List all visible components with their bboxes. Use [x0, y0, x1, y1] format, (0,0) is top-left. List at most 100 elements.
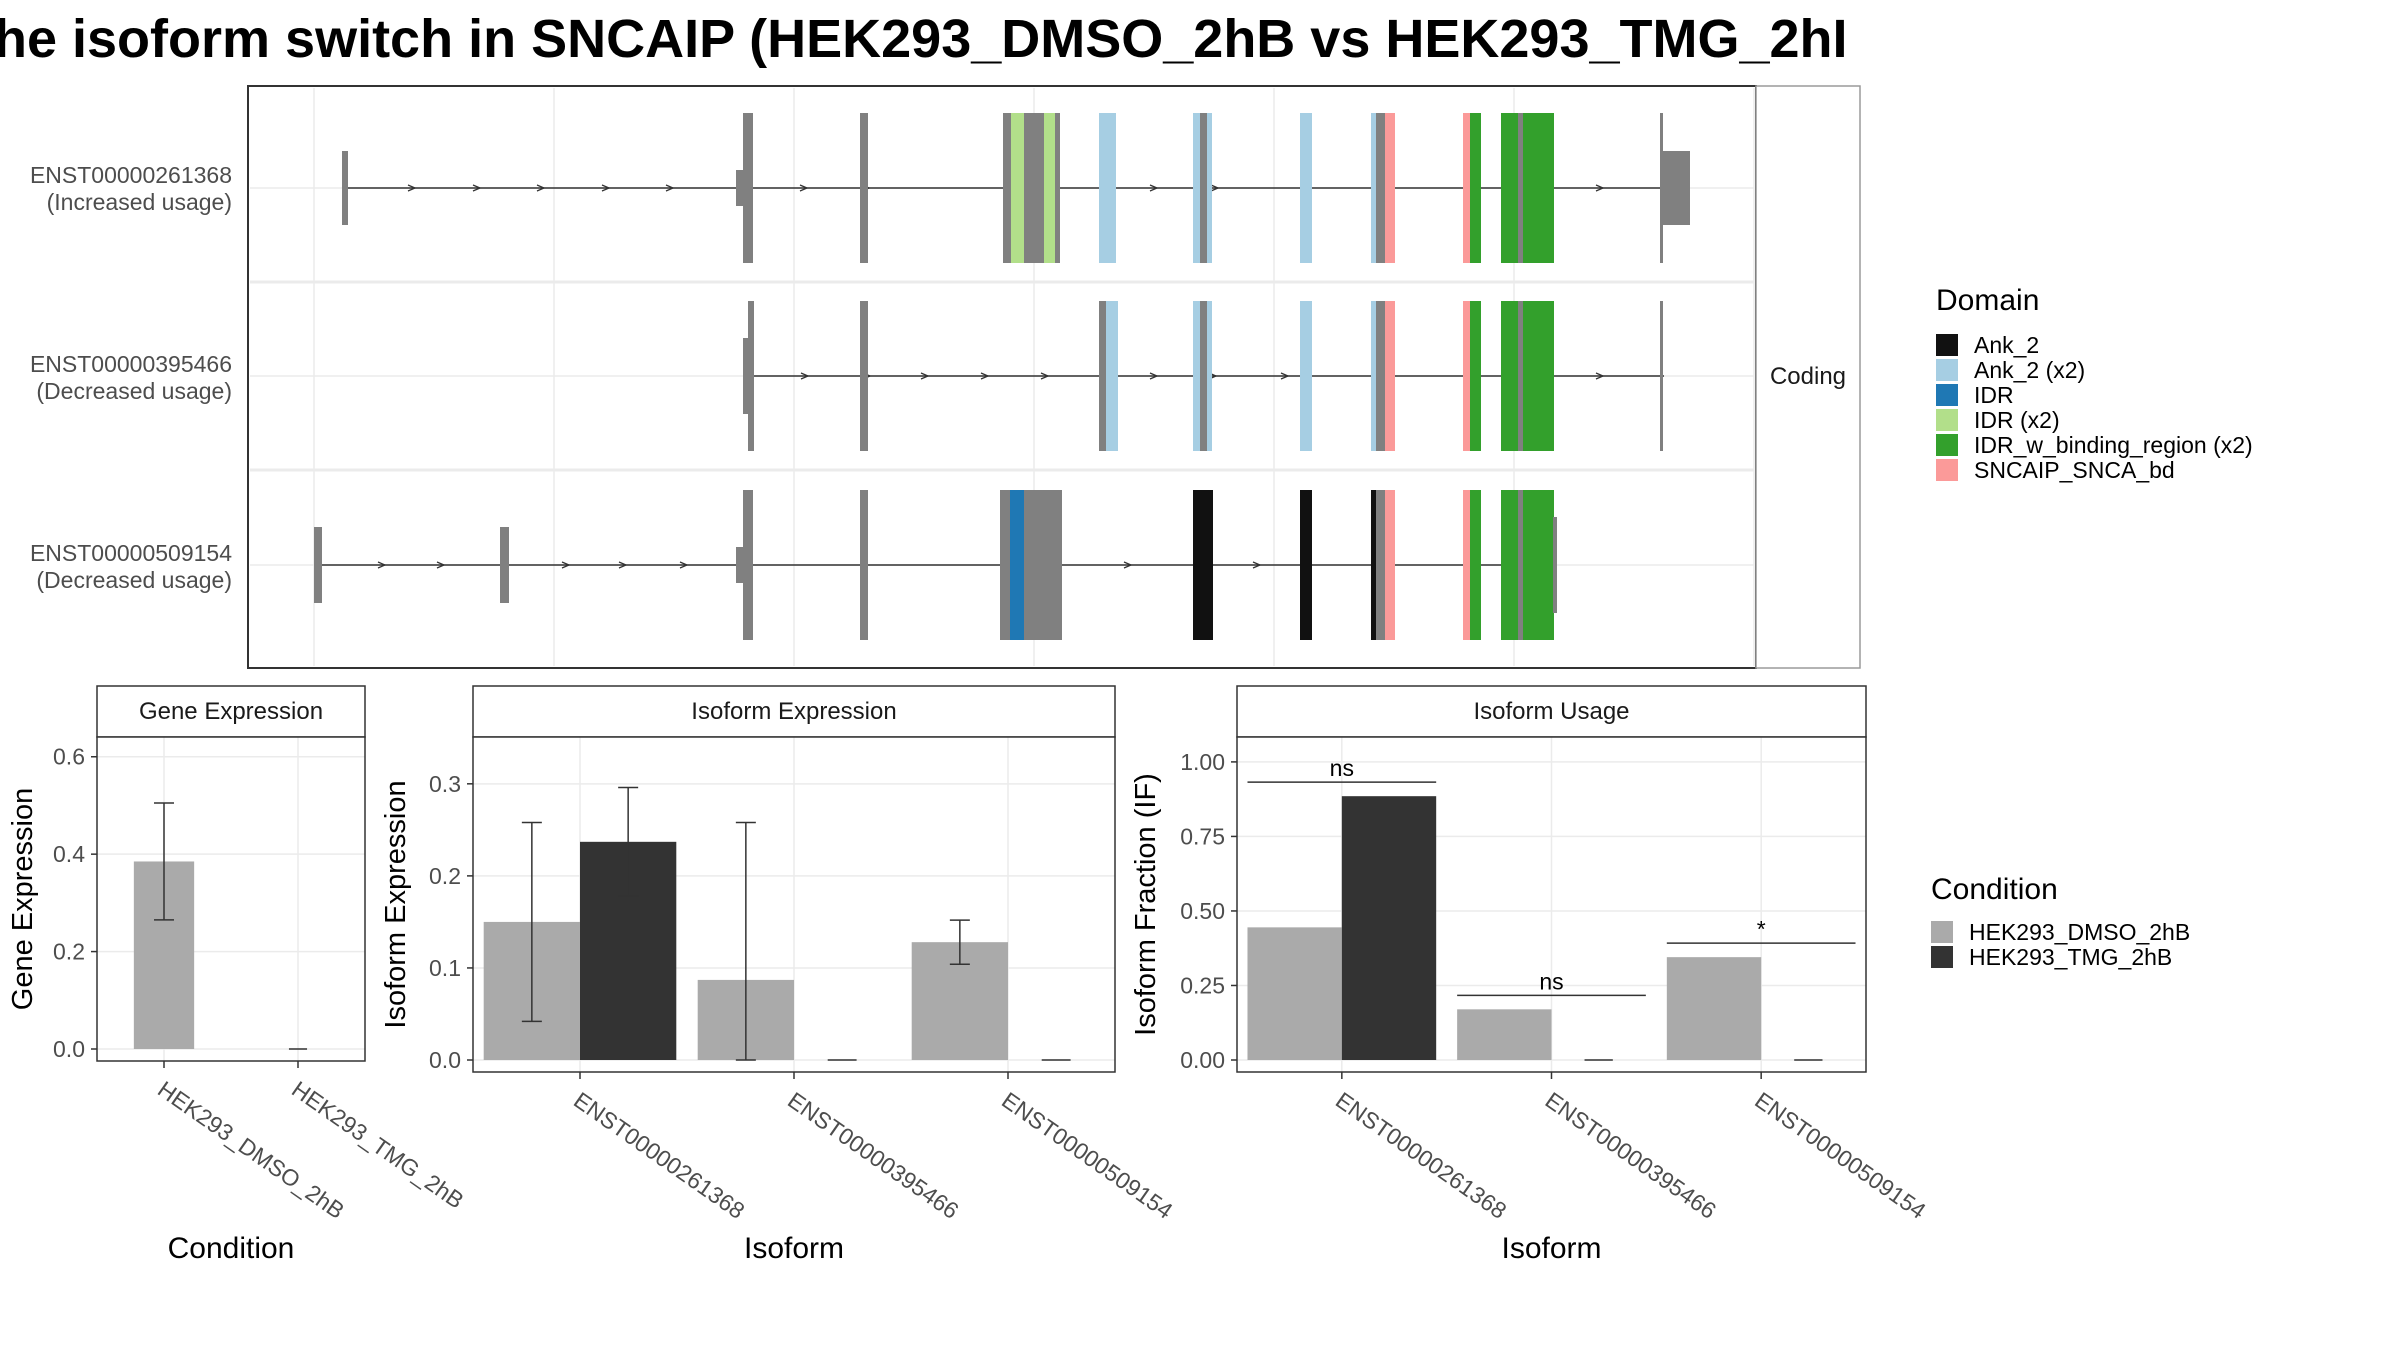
x-tick-label: ENST00000261368 [569, 1087, 749, 1224]
exon-block [1376, 113, 1385, 263]
intron-direction-arrow [1149, 184, 1159, 192]
facet-strip [1755, 85, 1861, 669]
exon-block [736, 170, 744, 206]
y-tick-label: 0.50 [1180, 898, 1225, 924]
exon-block [1376, 490, 1385, 640]
domain-block [1011, 113, 1024, 263]
x-tick-label: ENST00000395466 [783, 1087, 963, 1224]
domain-legend-swatch [1936, 459, 1958, 481]
domain-block [1501, 490, 1518, 640]
exon-block [860, 113, 868, 263]
exon-block [1024, 113, 1044, 263]
domain-block [1385, 301, 1395, 451]
isoform-label-3-id: ENST00000509154 [30, 540, 232, 566]
domain-legend-swatch [1936, 434, 1958, 456]
condition-legend-label: HEK293_TMG_2hB [1969, 944, 2172, 970]
exon-block [1518, 301, 1523, 451]
plot-border [1236, 736, 1867, 1073]
domain-block [1385, 490, 1395, 640]
intron-direction-arrow [800, 372, 810, 380]
condition-legend-label: HEK293_DMSO_2hB [1969, 919, 2190, 945]
exon-block [1518, 113, 1523, 263]
y-axis-title: Isoform Expression [380, 780, 412, 1028]
y-tick-label: 0.25 [1180, 972, 1225, 998]
domain-block [1385, 113, 1395, 263]
transcript-tracks [314, 113, 1690, 640]
domain-block [1501, 301, 1518, 451]
isoform-label-2-note: (Decreased usage) [36, 378, 232, 404]
y-tick-label: 0.2 [53, 939, 85, 965]
exon-block [1099, 301, 1106, 451]
exon-block [1200, 113, 1207, 263]
bar [1247, 927, 1342, 1060]
y-tick-label: 0.2 [429, 863, 461, 889]
intron-direction-arrow [561, 561, 571, 569]
domain-block [1470, 301, 1481, 451]
exon-block [860, 301, 868, 451]
domain-block [1371, 113, 1376, 263]
domain-legend-label: Ank_2 (x2) [1974, 357, 2085, 383]
transcript-track-1 [342, 113, 1690, 263]
intron-direction-arrow [1149, 372, 1159, 380]
domain-legend-label: Ank_2 [1974, 332, 2039, 358]
domain-block [1044, 113, 1055, 263]
domain-block [1300, 113, 1312, 263]
plot-border [472, 736, 1116, 1073]
intron-direction-arrow [536, 184, 546, 192]
intron-direction-arrow [407, 184, 417, 192]
intron-direction-arrow [799, 184, 809, 192]
panel-strip-title: Isoform Expression [691, 698, 896, 725]
x-tick-label: ENST00000509154 [1750, 1087, 1931, 1224]
exon-block [1055, 113, 1060, 263]
domain-legend-title: Domain [1936, 284, 2039, 317]
isoform-label-3-note: (Decreased usage) [36, 567, 232, 593]
y-axis-title: Gene Expression [7, 788, 39, 1010]
transcript-track-3 [314, 490, 1557, 640]
significance-label: ns [1330, 755, 1354, 781]
y-axis-title: Isoform Fraction (IF) [1130, 773, 1162, 1036]
domain-legend-swatch [1936, 334, 1958, 356]
domain-block [1300, 301, 1312, 451]
domain-block [1523, 490, 1554, 640]
exon-block [743, 338, 751, 414]
exon-block [1518, 490, 1523, 640]
domain-legend-label: IDR [1974, 382, 2014, 408]
domain-block [1193, 301, 1200, 451]
intron-direction-arrow [1595, 184, 1605, 192]
exon-block [743, 490, 753, 640]
domain-legend-label: SNCAIP_SNCA_bd [1974, 457, 2175, 483]
exon-block [500, 527, 509, 603]
panel-strip [96, 685, 366, 738]
exon-block [1553, 517, 1557, 613]
domain-block [1523, 113, 1554, 263]
domain-block [1193, 113, 1200, 263]
intron-direction-arrow [920, 372, 930, 380]
exon-block [1003, 113, 1011, 263]
domain-block [1010, 490, 1024, 640]
domain-legend-label: IDR (x2) [1974, 407, 2060, 433]
exon-block [314, 527, 322, 603]
intron-direction-arrow [377, 561, 387, 569]
domain-block [1463, 490, 1470, 640]
x-tick-label: ENST00000509154 [997, 1087, 1178, 1224]
isoform-label-2-id: ENST00000395466 [30, 351, 232, 377]
exon-block [860, 490, 868, 640]
domain-block [1470, 490, 1481, 640]
domain-block [1099, 113, 1116, 263]
exon-block [1000, 490, 1010, 640]
exon-block [736, 547, 744, 583]
exon-block [342, 151, 348, 225]
structure-panel: Coding ENST00000261368 (Increased usage)… [30, 85, 1861, 669]
domain-block [1193, 490, 1213, 640]
y-tick-label: 1.00 [1180, 749, 1225, 775]
isoform-label-1-id: ENST00000261368 [30, 162, 232, 188]
transcript-track-2 [743, 301, 1664, 451]
intron-direction-arrow [1595, 372, 1605, 380]
domain-block [1371, 490, 1376, 640]
exon-block [1660, 301, 1663, 451]
